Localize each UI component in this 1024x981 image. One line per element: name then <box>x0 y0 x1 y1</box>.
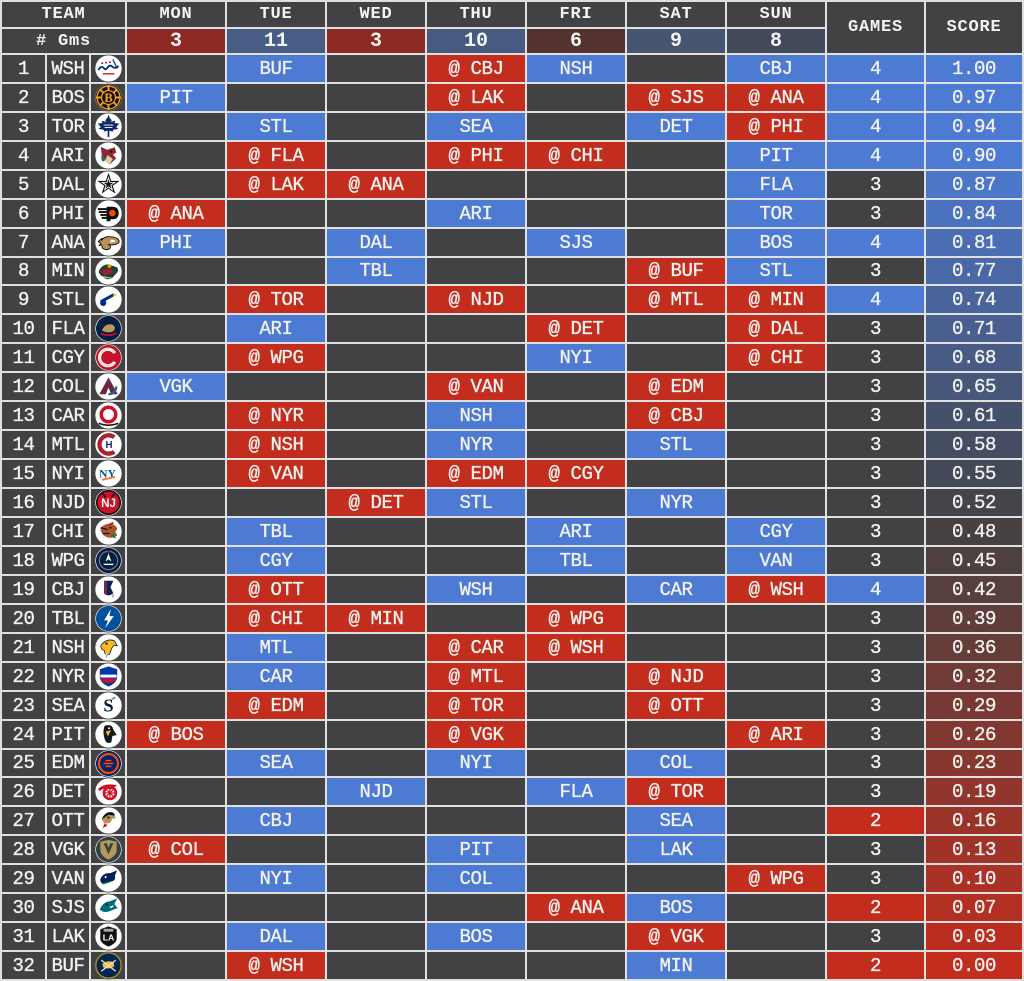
svg-text:S: S <box>103 695 113 715</box>
svg-text:NJ: NJ <box>101 497 116 510</box>
svg-text:B: B <box>104 91 113 105</box>
svg-text:H: H <box>105 440 112 451</box>
svg-text:LA: LA <box>102 932 114 942</box>
